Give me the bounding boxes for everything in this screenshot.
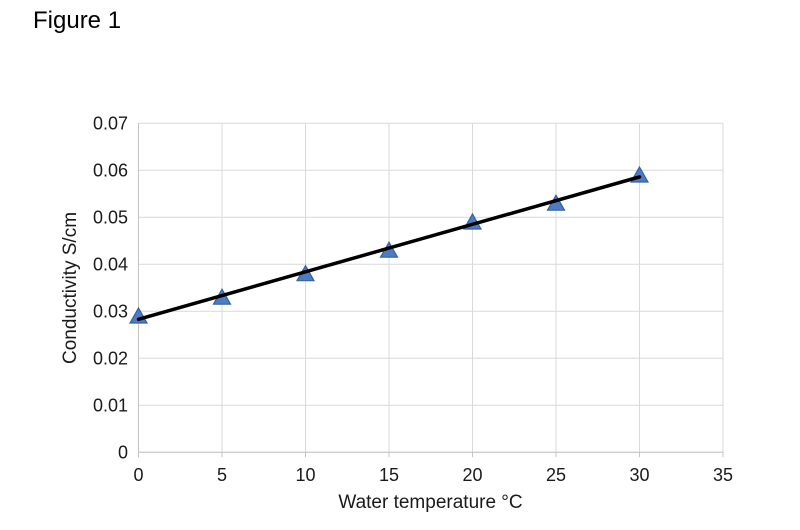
y-tick-label: 0.02 <box>93 348 128 368</box>
y-tick-label: 0.04 <box>93 254 128 274</box>
y-tick-label: 0.07 <box>93 113 128 133</box>
y-tick-label: 0.05 <box>93 207 128 227</box>
y-tick-label: 0.03 <box>93 301 128 321</box>
y-tick-label: 0 <box>118 442 128 462</box>
x-tick-label: 5 <box>217 465 227 485</box>
x-tick-label: 15 <box>379 465 399 485</box>
trendline <box>136 175 642 322</box>
y-tick-label: 0.06 <box>93 160 128 180</box>
y-tick-label: 0.01 <box>93 395 128 415</box>
x-tick-label: 35 <box>713 465 733 485</box>
figure-label: Figure 1 <box>33 7 122 34</box>
x-tick-label: 20 <box>462 465 482 485</box>
x-axis-title: Water temperature °C <box>338 492 523 513</box>
x-tick-label: 0 <box>133 465 143 485</box>
x-tick-label: 30 <box>629 465 649 485</box>
x-tick-label: 25 <box>546 465 566 485</box>
y-axis-title: Conductivity S/cm <box>60 211 81 365</box>
x-tick-label: 10 <box>295 465 315 485</box>
